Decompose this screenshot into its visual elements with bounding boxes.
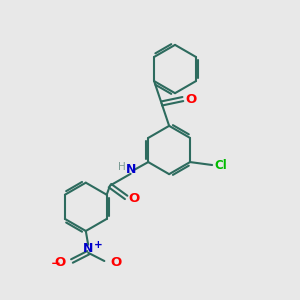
Text: O: O	[128, 192, 140, 206]
Text: N: N	[83, 242, 93, 255]
Text: O: O	[185, 93, 196, 106]
Text: N: N	[125, 163, 136, 176]
Text: O: O	[55, 256, 66, 269]
Text: O: O	[110, 256, 122, 269]
Text: Cl: Cl	[214, 158, 227, 172]
Text: −: −	[50, 257, 60, 271]
Text: H: H	[118, 162, 125, 172]
Text: +: +	[94, 240, 103, 250]
